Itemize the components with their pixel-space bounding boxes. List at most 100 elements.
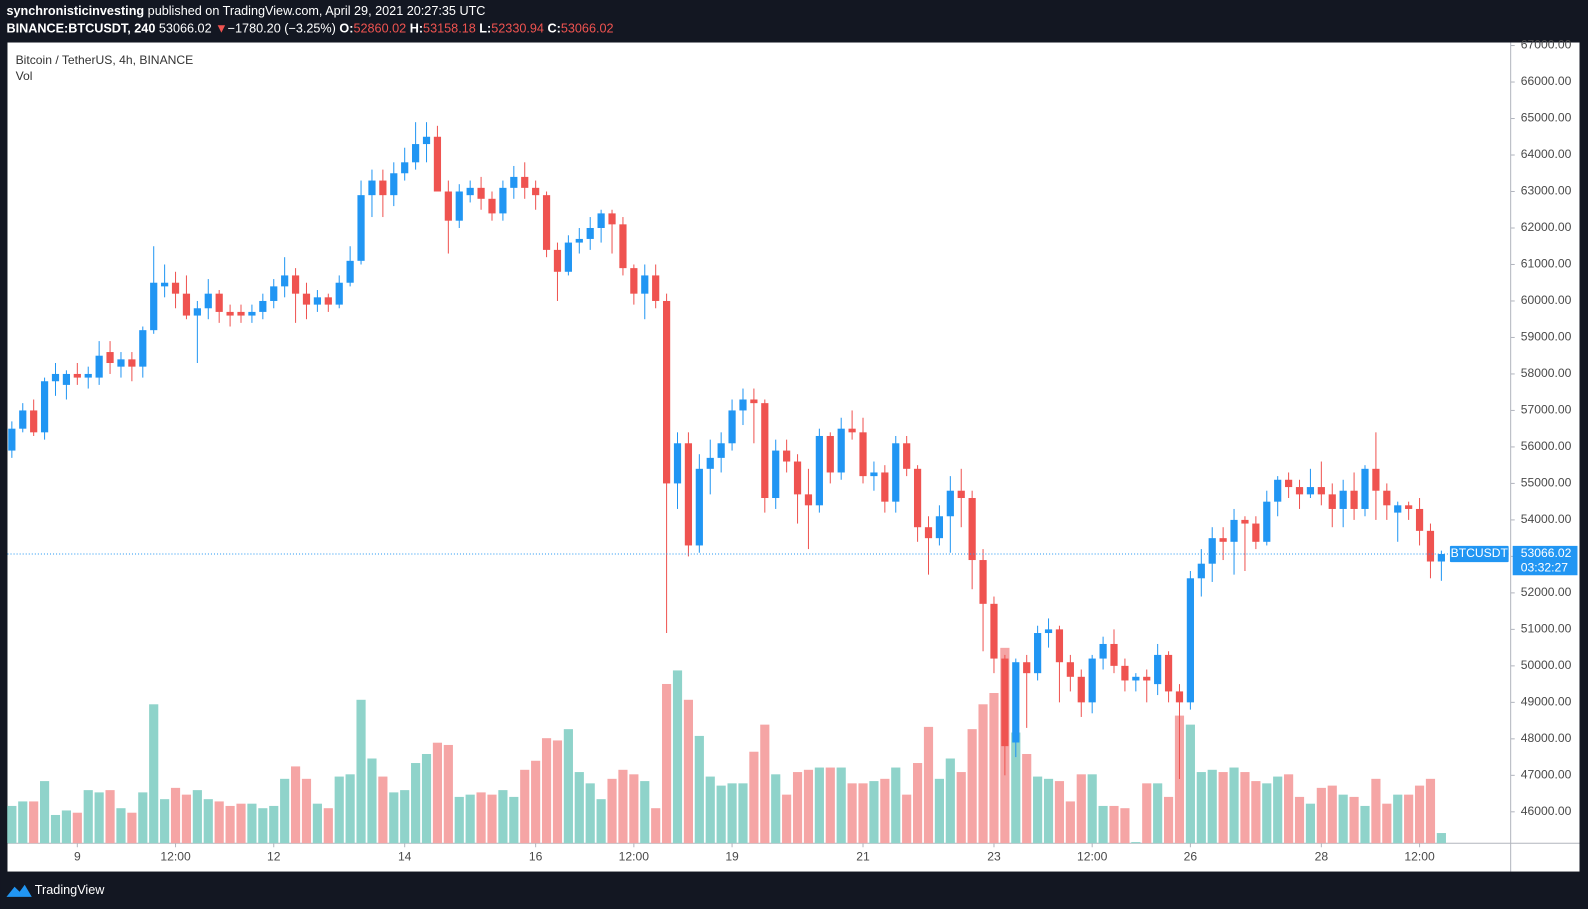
- candle-body: [1175, 691, 1184, 703]
- volume-bar: [792, 772, 803, 844]
- candle-body: [1088, 658, 1096, 703]
- candle-body: [313, 297, 321, 305]
- volume-bar: [509, 796, 519, 844]
- candle-body: [521, 176, 529, 188]
- volume-bar: [880, 778, 890, 844]
- volume-bar: [149, 704, 159, 844]
- volume-bar: [29, 801, 39, 844]
- volume-bar: [541, 738, 552, 844]
- y-tick-label: 54000.00: [1521, 512, 1572, 526]
- y-tick-label: 51000.00: [1521, 622, 1572, 636]
- y-tick-label: 62000.00: [1521, 220, 1572, 234]
- candle-body: [30, 410, 38, 433]
- volume-bar: [7, 805, 17, 844]
- y-tick-label: 64000.00: [1521, 147, 1572, 161]
- volume-bar: [738, 783, 748, 844]
- candle-body: [859, 432, 867, 477]
- volume-bar: [814, 767, 824, 844]
- candle-body: [139, 330, 147, 367]
- y-tick-label: 66000.00: [1521, 74, 1572, 88]
- candle-body: [8, 428, 16, 451]
- volume-bar: [345, 774, 355, 844]
- volume-bar: [1163, 796, 1174, 844]
- volume-bar: [432, 742, 443, 844]
- volume-bar: [280, 778, 290, 844]
- volume-bar: [520, 769, 530, 844]
- volume-bar: [411, 763, 421, 844]
- volume-bar: [1382, 803, 1392, 844]
- symbol: BINANCE:BTCUSDT, 240: [6, 22, 155, 36]
- candle-body: [870, 472, 878, 477]
- volume-bar: [465, 794, 475, 844]
- y-tick-label: 52000.00: [1521, 585, 1572, 599]
- volume-bar: [1393, 794, 1403, 844]
- candle-body: [1263, 501, 1271, 542]
- y-tick-label: 50000.00: [1521, 658, 1572, 672]
- candle-body: [291, 275, 300, 294]
- candle-body: [608, 213, 616, 225]
- candle-body: [117, 359, 125, 367]
- candle-body: [433, 136, 442, 192]
- volume-bar: [1262, 783, 1272, 844]
- y-tick-label: 46000.00: [1521, 804, 1572, 818]
- candle-body: [935, 516, 944, 539]
- y-tick-label: 59000.00: [1521, 330, 1572, 344]
- x-tick-label: 26: [1184, 850, 1198, 864]
- volume-bar: [912, 763, 923, 844]
- volume-bar: [443, 744, 453, 844]
- candle-body: [1317, 487, 1325, 495]
- candle-body: [455, 191, 463, 221]
- candle-body: [695, 468, 703, 546]
- y-tick-label: 47000.00: [1521, 768, 1572, 782]
- candle-body: [946, 490, 954, 517]
- x-tick-label: 23: [987, 850, 1001, 864]
- volume-bar: [1229, 767, 1239, 844]
- volume-bar: [1425, 778, 1436, 844]
- volume-bar: [574, 772, 584, 844]
- volume-bar: [923, 726, 934, 844]
- volume-bar: [618, 769, 628, 844]
- candle-body: [761, 403, 769, 499]
- x-tick-label: 9: [74, 850, 81, 864]
- candle-body: [259, 300, 267, 312]
- candle-body: [412, 144, 420, 163]
- candle-body: [1383, 490, 1391, 506]
- volume-bar: [367, 758, 377, 844]
- candle-body: [1121, 665, 1129, 681]
- candle-body: [62, 373, 71, 385]
- candle-body: [1426, 530, 1435, 562]
- volume-bar: [1240, 772, 1250, 844]
- volume-bar: [629, 774, 639, 844]
- volume-bar: [1022, 753, 1032, 844]
- candle-body: [783, 450, 791, 462]
- volume-bar: [662, 683, 672, 844]
- x-tick-label: 12: [267, 850, 281, 864]
- candle-body: [422, 136, 431, 145]
- candle-body: [95, 355, 103, 378]
- volume-bar: [945, 758, 955, 844]
- volume-bar: [563, 729, 573, 844]
- volume-bar: [727, 783, 737, 844]
- x-tick-label: 28: [1315, 850, 1329, 864]
- volume-bar: [1305, 803, 1316, 844]
- volume-bar: [83, 790, 93, 844]
- volume-bar: [225, 805, 235, 844]
- candle-body: [957, 490, 965, 499]
- volume-bar: [640, 781, 650, 844]
- volume-bar: [651, 808, 661, 844]
- candle-body: [913, 468, 922, 528]
- volume-bar: [1131, 842, 1141, 844]
- volume-bar: [1174, 715, 1185, 844]
- volume-bar: [891, 767, 901, 844]
- price-tag-label: 53066.02: [1521, 546, 1572, 560]
- volume-bar: [1087, 774, 1097, 844]
- volume-bar: [1033, 776, 1043, 844]
- candle-body: [1405, 505, 1413, 509]
- last: 53066.02: [159, 22, 212, 36]
- candle-body: [477, 187, 485, 199]
- volume-bar: [1076, 774, 1086, 844]
- candle-body: [488, 198, 496, 214]
- volume-bar: [803, 769, 814, 844]
- candle-body: [1339, 490, 1347, 509]
